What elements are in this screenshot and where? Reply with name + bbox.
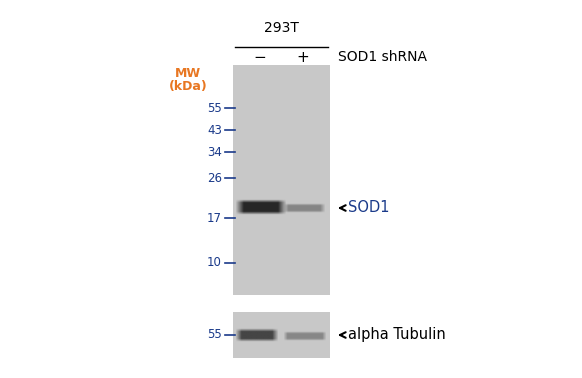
Text: SOD1 shRNA: SOD1 shRNA — [338, 50, 427, 64]
Bar — [233, 65, 330, 295]
Text: 17: 17 — [207, 212, 222, 225]
Text: −: − — [254, 50, 267, 65]
Text: +: + — [296, 50, 309, 65]
Text: 55: 55 — [207, 102, 222, 115]
Text: MW: MW — [175, 67, 201, 80]
Text: 293T: 293T — [264, 21, 299, 35]
Text: 10: 10 — [207, 257, 222, 270]
Text: alpha Tubulin: alpha Tubulin — [348, 327, 446, 342]
Text: SOD1: SOD1 — [348, 200, 389, 215]
Text: 34: 34 — [207, 146, 222, 158]
Text: 43: 43 — [207, 124, 222, 136]
Text: 26: 26 — [207, 172, 222, 184]
Text: (kDa): (kDa) — [169, 80, 207, 93]
Bar — [233, 312, 330, 358]
Text: 55: 55 — [207, 328, 222, 341]
